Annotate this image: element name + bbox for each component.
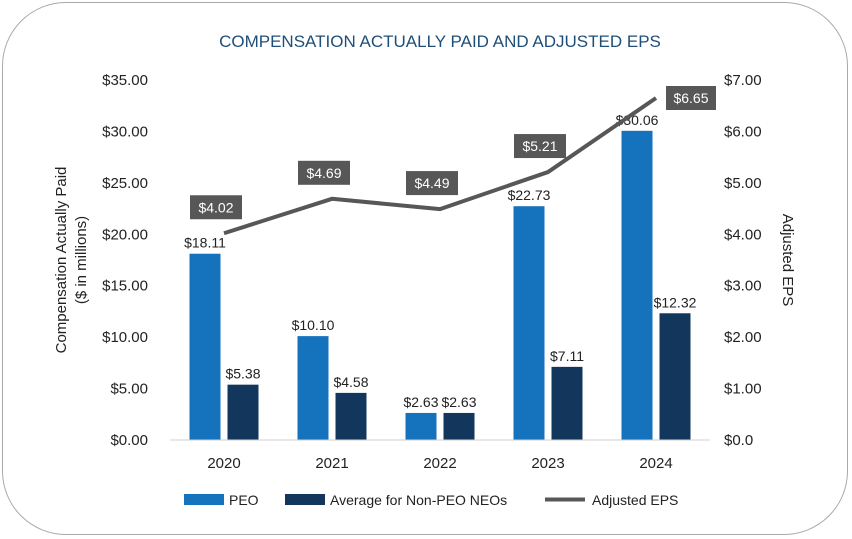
bars-group: $18.11 $5.38 $10.10 $4.58 $2.63 $2.63 $22.73 $7… — [184, 112, 697, 440]
data-label-non-peo-2020: $5.38 — [225, 366, 260, 382]
legend: PEO Average for Non-PEO NEOs Adjusted EP… — [184, 492, 678, 508]
x-axis-ticks: 2020 2021 2022 2023 2024 — [207, 455, 672, 472]
x-tick-label-2023: 2023 — [531, 455, 564, 472]
eps-label-box-2023 — [514, 134, 566, 159]
left-axis-ticks: $0.00 $5.00 $10.00 $15.00 $20.00 $25.00 $30.00… — [102, 72, 148, 449]
x-tick-label-2020: 2020 — [207, 455, 240, 472]
eps-label-2022: $4.49 — [414, 175, 449, 191]
left-axis-title: Compensation Actually Paid — [53, 167, 70, 354]
legend-label-peo: PEO — [229, 492, 259, 508]
right-tick-label: $3.00 — [724, 278, 762, 295]
chart-title: COMPENSATION ACTUALLY PAID AND ADJUSTED … — [219, 32, 661, 51]
right-tick-label: $6.00 — [724, 123, 762, 140]
left-tick-label: $15.00 — [102, 278, 148, 295]
left-axis-subtitle: ($ in millions) — [73, 216, 90, 304]
right-axis-ticks: $0.0 $1.00 $2.00 $3.00 $4.00 $5.00 $6.00 $7.00 — [724, 72, 762, 449]
right-axis-title: Adjusted EPS — [779, 214, 796, 307]
eps-label-box-2021 — [298, 160, 350, 185]
legend-label-eps: Adjusted EPS — [592, 492, 678, 508]
right-tick-label: $0.0 — [724, 432, 753, 449]
eps-label-box-2024 — [666, 86, 716, 110]
left-tick-label: $10.00 — [102, 329, 148, 346]
bar-non-peo-2022 — [443, 412, 475, 440]
bar-non-peo-2024 — [659, 313, 691, 440]
right-tick-label: $4.00 — [724, 226, 762, 243]
left-tick-label: $5.00 — [110, 381, 148, 398]
eps-line-group: $4.02 $4.69 $4.49 $5.21 $6.65 — [190, 86, 716, 236]
bar-peo-2022 — [405, 412, 437, 440]
eps-label-2021: $4.69 — [306, 165, 341, 181]
right-tick-label: $2.00 — [724, 329, 762, 346]
data-label-peo-2022: $2.63 — [403, 394, 438, 410]
right-tick-label: $1.00 — [724, 381, 762, 398]
data-label-peo-2024: $30.06 — [616, 112, 659, 128]
left-tick-label: $20.00 — [102, 226, 148, 243]
data-label-non-peo-2022: $2.63 — [441, 394, 476, 410]
eps-label-2024: $6.65 — [673, 90, 708, 106]
bar-non-peo-2020 — [227, 384, 259, 440]
bar-peo-2020 — [189, 253, 221, 440]
eps-label-2023: $5.21 — [522, 138, 557, 154]
eps-line — [223, 96, 658, 236]
legend-swatch-non-peo — [285, 494, 325, 505]
legend-label-non-peo: Average for Non-PEO NEOs — [330, 492, 507, 508]
data-label-peo-2023: $22.73 — [508, 187, 551, 203]
eps-label-box-2020 — [190, 195, 242, 220]
left-tick-label: $0.00 — [110, 432, 148, 449]
data-label-peo-2021: $10.10 — [292, 317, 335, 333]
x-tick-label-2022: 2022 — [423, 455, 456, 472]
x-tick-label-2024: 2024 — [639, 455, 672, 472]
data-label-non-peo-2021: $4.58 — [333, 374, 368, 390]
left-tick-label: $35.00 — [102, 72, 148, 89]
eps-label-box-2022 — [406, 171, 458, 196]
bar-non-peo-2021 — [335, 392, 367, 440]
bar-non-peo-2023 — [551, 366, 583, 440]
left-tick-label: $25.00 — [102, 175, 148, 192]
x-tick-label-2021: 2021 — [315, 455, 348, 472]
bar-peo-2023 — [513, 206, 545, 440]
left-tick-label: $30.00 — [102, 123, 148, 140]
right-tick-label: $7.00 — [724, 72, 762, 89]
data-label-non-peo-2023: $7.11 — [550, 348, 584, 364]
eps-label-2020: $4.02 — [198, 199, 233, 215]
bar-peo-2024 — [621, 130, 653, 440]
data-label-peo-2020: $18.11 — [184, 235, 226, 251]
legend-swatch-peo — [184, 494, 224, 505]
bar-peo-2021 — [297, 336, 329, 440]
right-tick-label: $5.00 — [724, 175, 762, 192]
data-label-non-peo-2024: $12.32 — [654, 294, 697, 310]
